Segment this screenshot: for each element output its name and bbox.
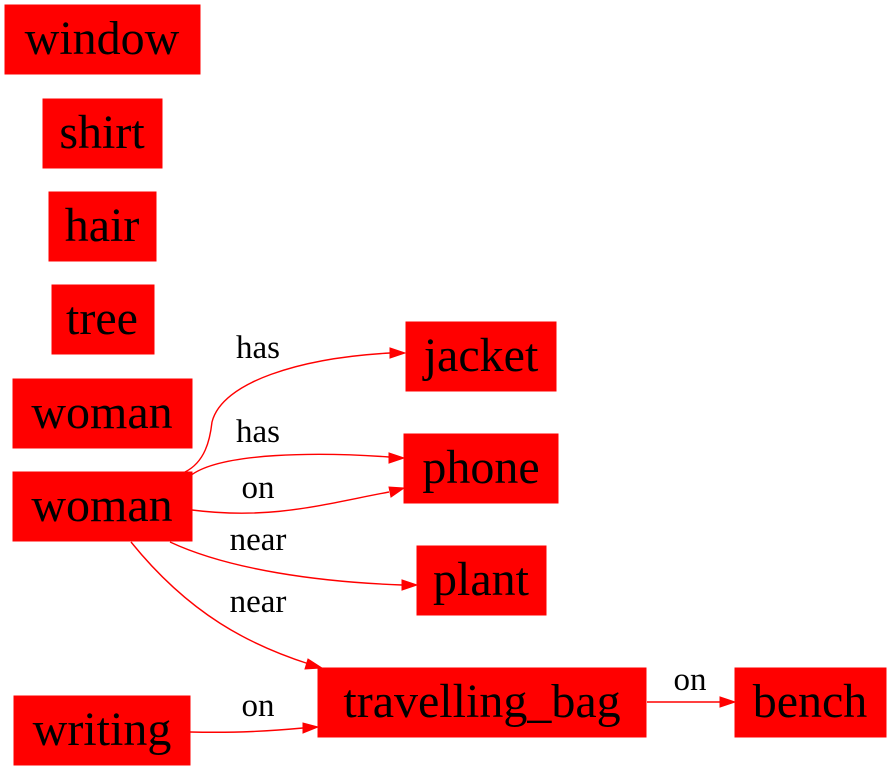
- node-label: jacket: [422, 329, 539, 382]
- edge-label-has: has: [236, 414, 280, 450]
- node-box: [317, 667, 647, 738]
- node-jacket: jacket: [405, 321, 557, 392]
- node-bench: bench: [734, 667, 887, 738]
- node-label: hair: [65, 199, 140, 252]
- node-box: [13, 695, 191, 766]
- node-plant: plant: [416, 545, 547, 616]
- edge-writing-on-bag: on: [189, 688, 320, 734]
- node-box: [51, 284, 155, 355]
- edge-label-on: on: [242, 470, 275, 506]
- node-hair: hair: [48, 191, 157, 262]
- edge-label-near: near: [230, 584, 287, 620]
- node-label: travelling_bag: [343, 675, 620, 728]
- arrowhead: [389, 347, 407, 359]
- node-box: [405, 321, 557, 392]
- edge-woman-on-phone: on: [191, 470, 406, 514]
- node-phone: phone: [403, 433, 559, 504]
- node-label: phone: [422, 441, 539, 494]
- edge-label-on: on: [242, 688, 275, 724]
- node-box: [403, 433, 559, 504]
- edge-bag-on-bench: on: [647, 662, 737, 708]
- edge-line: [184, 352, 391, 473]
- edge-woman-near-plant: near: [169, 522, 419, 591]
- edge-label-on: on: [674, 662, 707, 698]
- edge-line: [130, 541, 310, 665]
- node-box: [12, 378, 193, 449]
- edge-label-near: near: [230, 522, 287, 558]
- edge-line: [189, 453, 390, 477]
- node-window: window: [4, 4, 201, 75]
- edge-line: [189, 727, 304, 733]
- node-box: [42, 98, 163, 169]
- arrowhead: [388, 486, 406, 498]
- node-shirt: shirt: [42, 98, 163, 169]
- edge-line: [191, 491, 390, 514]
- node-label: bench: [753, 675, 868, 728]
- node-tree: tree: [51, 284, 155, 355]
- arrowhead: [388, 452, 406, 464]
- edge-woman-has-jacket: has: [184, 330, 407, 473]
- node-label: writing: [33, 703, 172, 756]
- edge-woman-has-phone: has: [189, 414, 406, 477]
- node-box: [12, 471, 193, 542]
- arrowhead: [302, 722, 320, 734]
- node-box: [4, 4, 201, 75]
- node-label: tree: [66, 292, 138, 345]
- node-box: [48, 191, 157, 262]
- edge-woman-near-bag: near: [130, 541, 324, 670]
- node-box: [416, 545, 547, 616]
- node-label: woman: [31, 479, 172, 532]
- arrowhead: [401, 579, 419, 591]
- arrowhead: [304, 658, 324, 670]
- node-label: plant: [433, 553, 530, 606]
- node-woman-2: woman: [12, 471, 193, 542]
- node-travelling-bag: travelling_bag: [317, 667, 647, 738]
- edge-label-has: has: [236, 330, 280, 366]
- edge-line: [169, 541, 403, 586]
- node-label: window: [25, 12, 180, 65]
- node-label: shirt: [59, 106, 145, 159]
- node-box: [734, 667, 887, 738]
- node-writing: writing: [13, 695, 191, 766]
- node-label: woman: [31, 386, 172, 439]
- arrowhead: [719, 696, 737, 708]
- node-woman-1: woman: [12, 378, 193, 449]
